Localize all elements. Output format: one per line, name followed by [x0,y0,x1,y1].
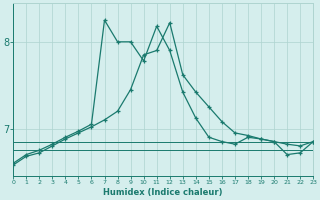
X-axis label: Humidex (Indice chaleur): Humidex (Indice chaleur) [103,188,223,197]
